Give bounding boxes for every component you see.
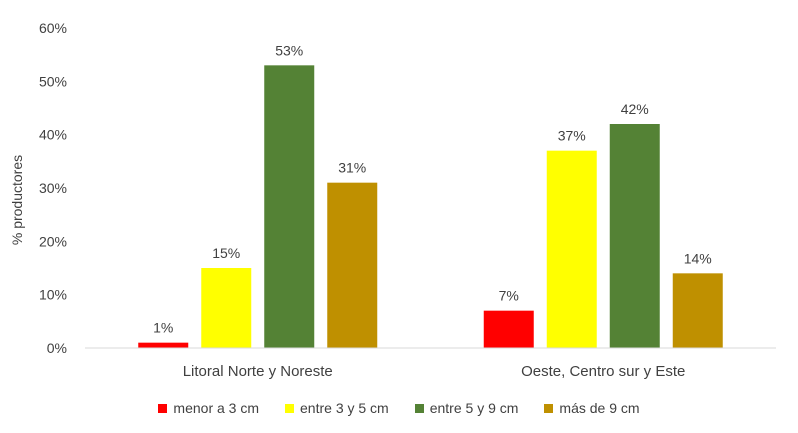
legend: menor a 3 cm entre 3 y 5 cm entre 5 y 9 cm… [0, 400, 798, 416]
legend-swatch [414, 403, 424, 413]
y-tick-label: 40% [39, 127, 67, 143]
y-tick-label: 10% [39, 287, 67, 303]
data-label: 31% [338, 160, 366, 176]
legend-label: menor a 3 cm [173, 400, 260, 416]
category-label: Oeste, Centro sur y Este [521, 363, 685, 380]
bar-2-1 [201, 268, 252, 348]
y-tick-label: 30% [39, 180, 67, 196]
y-axis-label: % productores [9, 155, 25, 245]
legend-swatch [158, 403, 168, 413]
legend-swatch [544, 403, 554, 413]
data-label: 42% [621, 101, 649, 117]
data-label: 14% [684, 250, 712, 266]
bar-1-2 [483, 310, 534, 348]
legend-item: entre 5 y 9 cm [414, 400, 519, 416]
bars [138, 65, 723, 348]
legend-item: menor a 3 cm [158, 400, 259, 416]
data-labels: 1% 15% 53% 31% 7% 37% 42% 14% [153, 42, 712, 335]
y-tick-label: 0% [47, 340, 67, 356]
bar-4-1 [327, 182, 378, 348]
data-label: 53% [275, 42, 303, 58]
legend-label: más de 9 cm [559, 400, 640, 416]
bar-3-2 [609, 124, 660, 348]
y-tick-label: 50% [39, 73, 67, 89]
bar-chart: % productores 0% 10% 20% 30% 40% 50% 60% 1% 15%… [9, 20, 776, 380]
legend-label: entre 3 y 5 cm [300, 400, 389, 416]
legend-item: más de 9 cm [544, 400, 640, 416]
legend-swatch [285, 403, 295, 413]
bar-4-2 [672, 273, 723, 348]
legend-label: entre 5 y 9 cm [429, 400, 519, 416]
y-axis-ticks: 0% 10% 20% 30% 40% 50% 60% [39, 20, 67, 356]
bar-1-1 [138, 342, 189, 348]
bar-3-1 [264, 65, 315, 348]
category-labels: Litoral Norte y Noreste Oeste, Centro sur… [183, 363, 686, 380]
data-label: 37% [558, 128, 586, 144]
data-label: 7% [499, 288, 519, 304]
category-label: Litoral Norte y Noreste [183, 363, 333, 380]
legend-item: entre 3 y 5 cm [285, 400, 389, 416]
bar-2-2 [546, 150, 597, 348]
data-label: 15% [212, 245, 240, 261]
y-tick-label: 20% [39, 233, 67, 249]
data-label: 1% [153, 320, 173, 336]
y-tick-label: 60% [39, 20, 67, 36]
